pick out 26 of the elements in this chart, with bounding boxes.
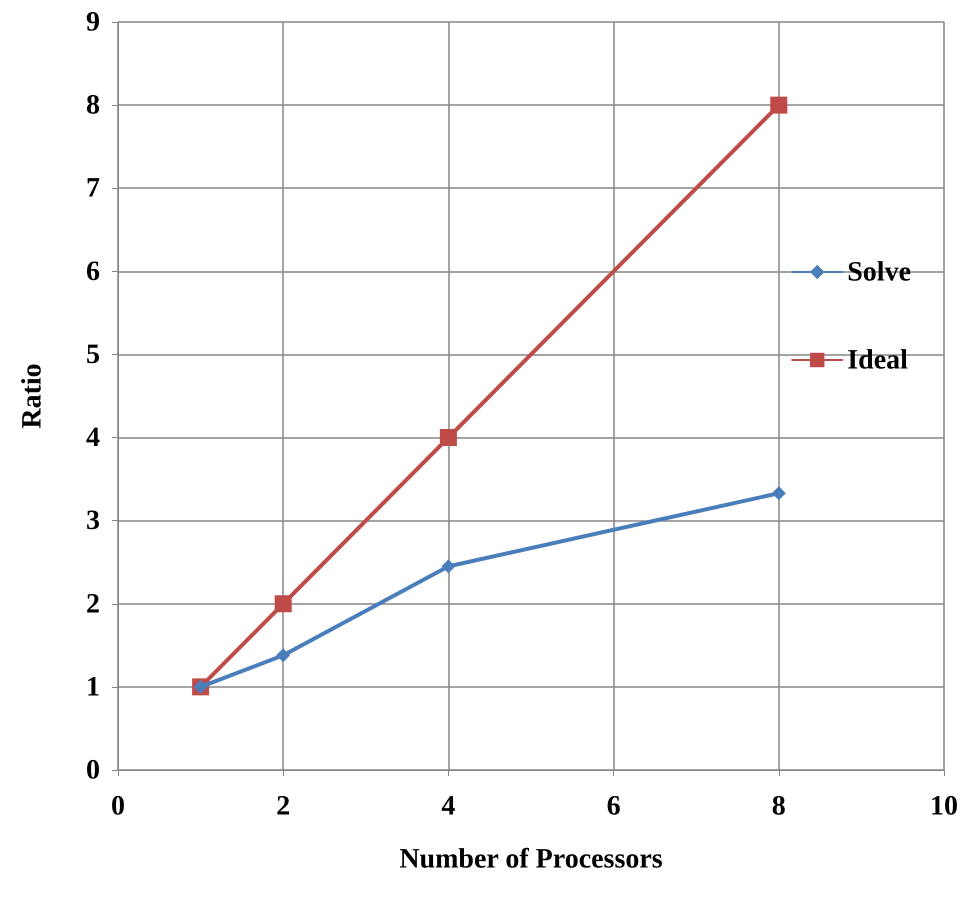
y-axis-title: Ratio [16,363,48,429]
point [770,96,788,114]
legend-label: Ideal [847,344,908,376]
point [276,648,290,662]
x-tick-label: 0 [111,790,125,822]
y-tick-label: 7 [86,172,100,204]
y-tick-label: 2 [86,588,100,620]
point [274,595,292,612]
x-tick-label: 2 [276,790,290,822]
y-tick-label: 4 [86,422,100,454]
point [772,486,786,500]
x-tick-label: 10 [930,790,958,822]
x-axis-title: Number of Processors [399,844,663,874]
y-tick-label: 8 [86,90,100,121]
x-tick-label: 6 [606,790,621,822]
point [440,429,457,446]
y-tick-label: 0 [86,754,100,786]
y-tick-label: 5 [86,338,100,370]
y-tick-label: 3 [86,505,100,536]
y-tick-label: 9 [86,6,100,38]
y-tick-label: 6 [86,256,100,287]
point [441,559,456,574]
x-tick-label: 4 [441,790,456,822]
x-tick-label: 8 [772,790,786,822]
legend-label: Solve [847,256,911,288]
y-tick-label: 1 [86,671,100,702]
